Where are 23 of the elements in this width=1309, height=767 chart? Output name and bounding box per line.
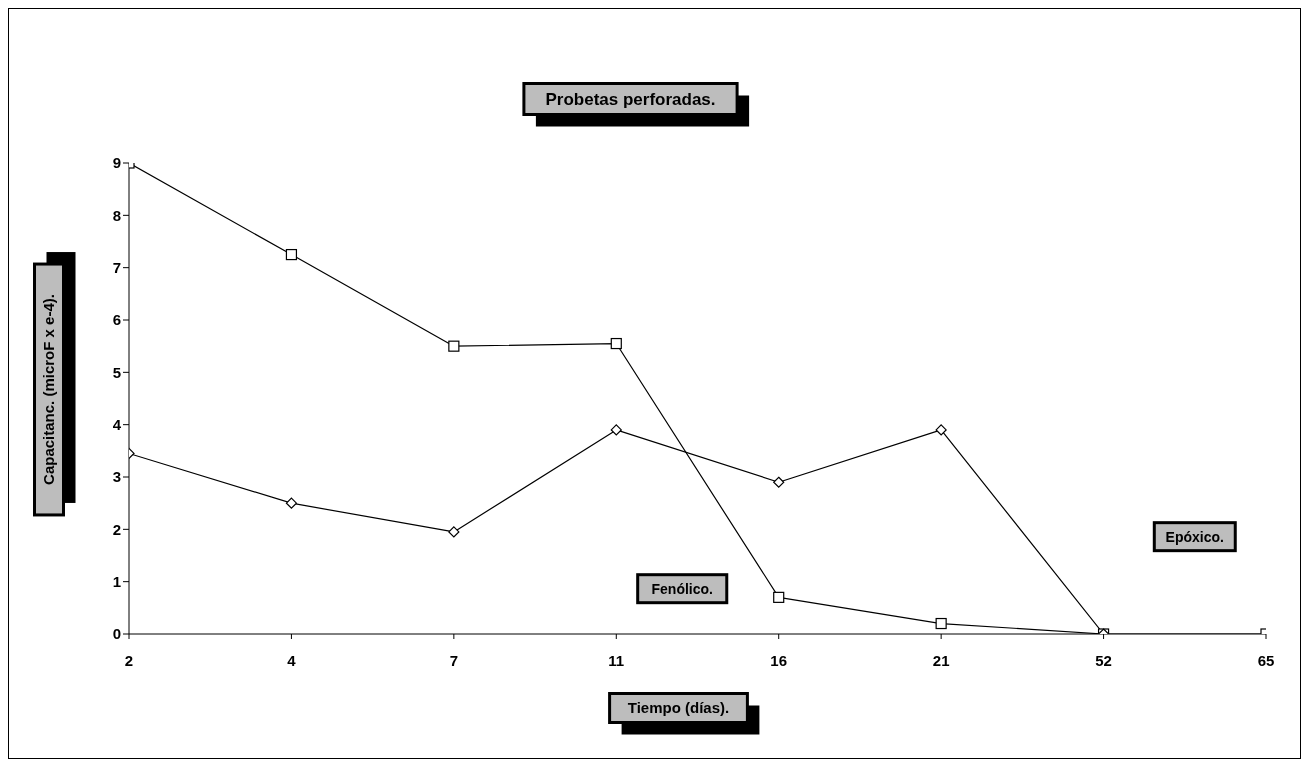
x-tick-label: 65 bbox=[1257, 651, 1275, 669]
y-tick-label: 8 bbox=[112, 206, 121, 224]
chart-title: Probetas perforadas. bbox=[545, 90, 716, 110]
y-tick-label: 4 bbox=[112, 415, 122, 433]
x-tick-label: 11 bbox=[608, 651, 625, 669]
y-tick-label: 1 bbox=[112, 572, 121, 590]
y-tick-label: 5 bbox=[112, 363, 121, 381]
y-tick-label: 2 bbox=[112, 520, 121, 538]
y-tick-label: 7 bbox=[112, 258, 121, 276]
y-axis-title: Capacitanc. (microF x e-4). bbox=[40, 294, 58, 485]
y-tick-label: 3 bbox=[112, 468, 121, 486]
x-tick-label: 7 bbox=[449, 651, 459, 669]
text: Epóxico. bbox=[1165, 528, 1224, 545]
text: Fenólico. bbox=[651, 580, 713, 597]
y-tick-label: 9 bbox=[112, 154, 121, 172]
x-tick-label: 2 bbox=[124, 651, 134, 669]
x-tick-label: 16 bbox=[770, 651, 788, 669]
x-tick-label: 52 bbox=[1095, 651, 1112, 669]
x-axis-title: Tiempo (días). bbox=[627, 699, 730, 717]
x-tick-label: 21 bbox=[932, 651, 950, 669]
y-tick-label: 6 bbox=[112, 311, 121, 329]
y-tick-label: 0 bbox=[112, 625, 121, 643]
x-tick-label: 4 bbox=[287, 651, 297, 669]
